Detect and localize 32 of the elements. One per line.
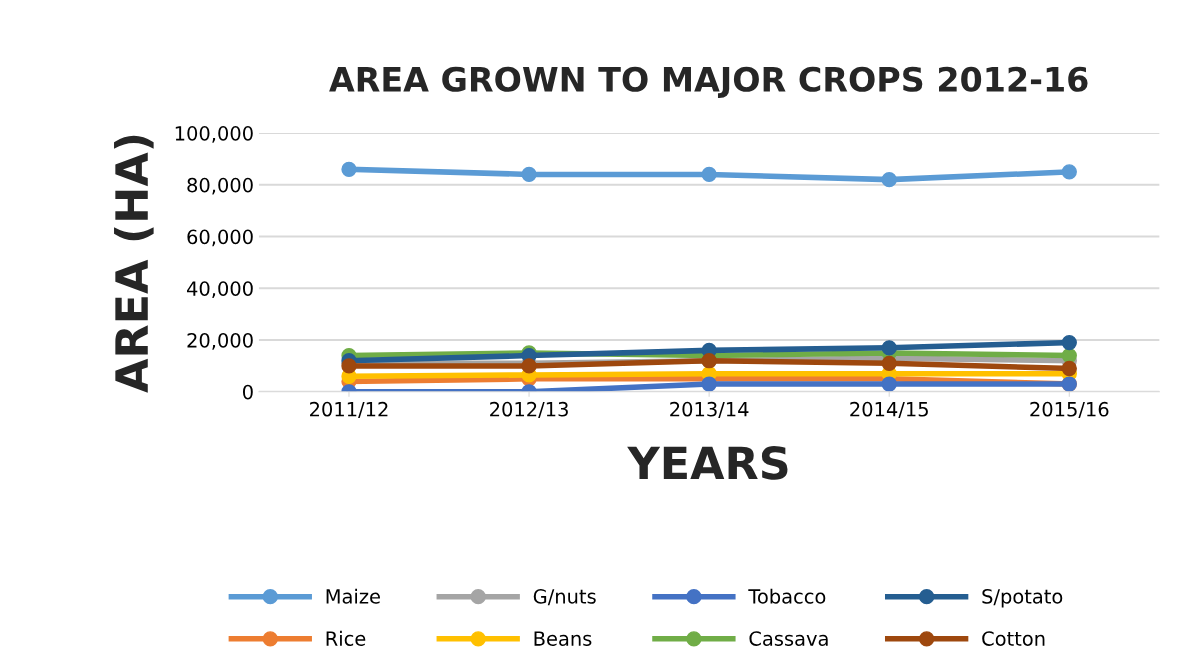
legend-label: G/nuts: [533, 589, 596, 606]
point: [701, 166, 717, 183]
y-tick-label: 100,000: [175, 126, 253, 143]
legend-label: Beans: [534, 631, 592, 646]
x-tick-label: 2012/13: [490, 401, 568, 419]
point: [881, 355, 897, 371]
legend-label: S/potato: [982, 589, 1063, 608]
y-tick-label: 20,000: [187, 332, 253, 350]
legend-label: Rice: [326, 630, 366, 646]
y-tick-label: 40,000: [186, 281, 253, 298]
point: [341, 161, 357, 177]
y-tick-label: 60,000: [187, 229, 253, 247]
point: [1061, 334, 1077, 351]
legend-label: Cotton: [982, 631, 1045, 646]
y-tick-label: 80,000: [187, 177, 253, 195]
x-tick-label: 2015/16: [1030, 401, 1109, 419]
point: [881, 340, 897, 356]
legend-label: Maize: [326, 588, 380, 604]
chart-title: AREA GROWN TO MAJOR CROPS 2012-16: [329, 66, 1088, 99]
y-axis-title: AREA (HA): [114, 135, 154, 393]
y-tick-label: 0: [242, 384, 253, 400]
point: [521, 166, 537, 183]
x-tick-label: 2011/12: [310, 401, 388, 419]
point: [881, 171, 897, 188]
x-tick-label: 2014/15: [850, 401, 928, 419]
point: [701, 376, 717, 392]
point: [1061, 164, 1077, 180]
x-axis-title: YEARS: [627, 446, 788, 480]
legend-label: Tobacco: [748, 588, 826, 604]
x-tick-label: 2013/14: [670, 401, 749, 419]
point: [881, 376, 897, 392]
legend-label: Cassava: [749, 631, 828, 646]
